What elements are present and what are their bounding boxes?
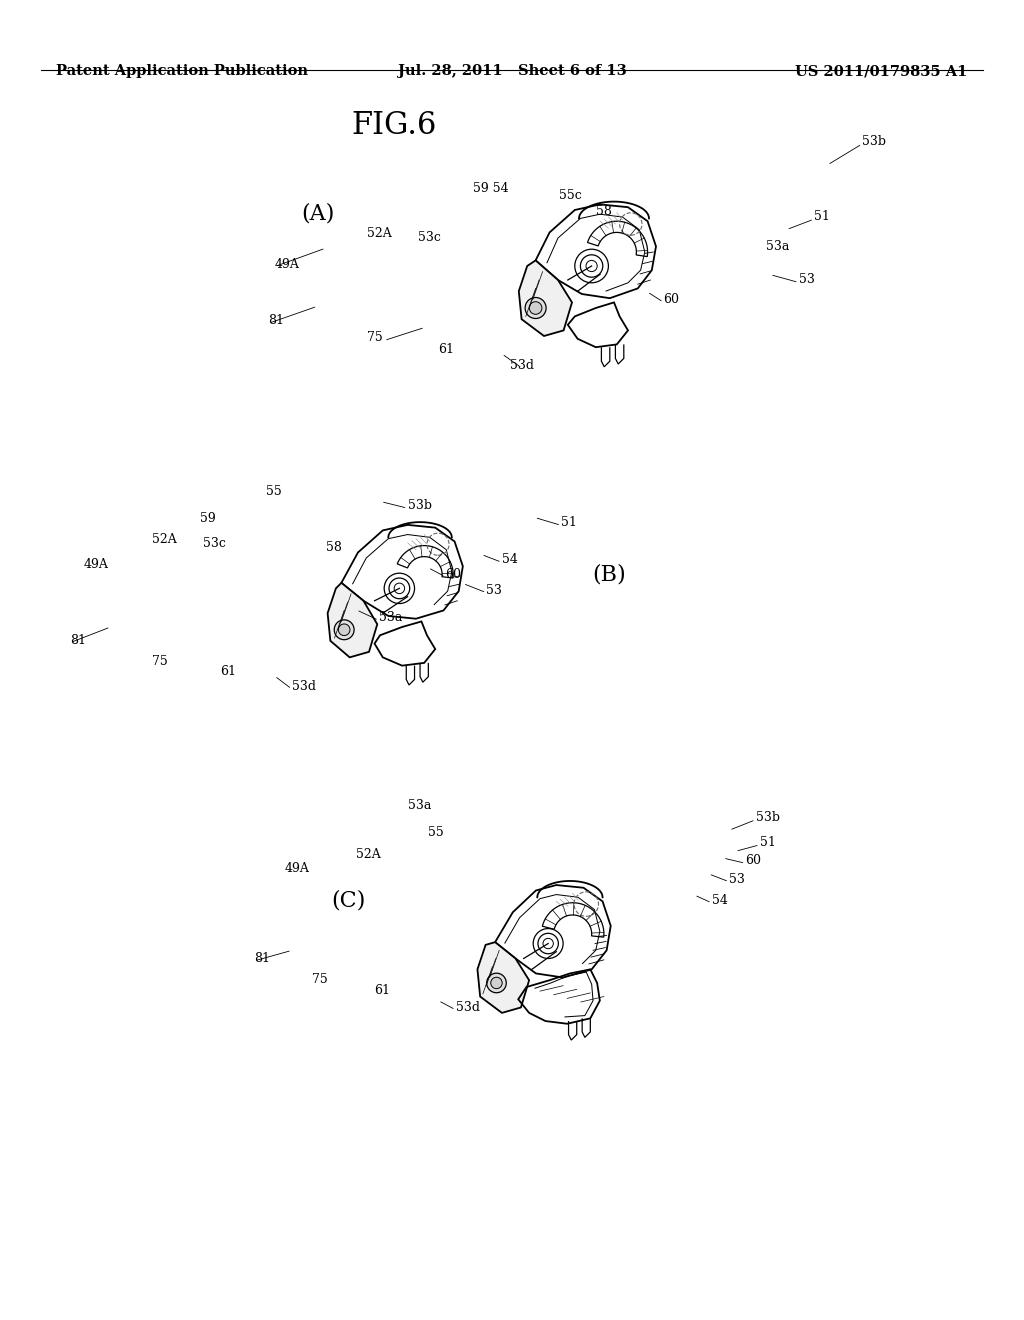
- Text: 51: 51: [814, 210, 830, 223]
- Text: 53c: 53c: [418, 231, 440, 244]
- Circle shape: [529, 302, 542, 314]
- Text: (C): (C): [331, 890, 366, 911]
- Text: 52A: 52A: [356, 847, 381, 861]
- Text: 53: 53: [799, 273, 815, 286]
- Text: 53: 53: [486, 583, 503, 597]
- Text: 49A: 49A: [84, 558, 109, 572]
- Circle shape: [525, 297, 546, 318]
- Text: 54: 54: [712, 894, 728, 907]
- Text: 49A: 49A: [274, 257, 299, 271]
- Text: 60: 60: [664, 293, 680, 306]
- Text: 52A: 52A: [367, 227, 391, 240]
- Text: 81: 81: [254, 952, 270, 965]
- Polygon shape: [477, 942, 529, 1012]
- Text: 60: 60: [745, 854, 762, 867]
- Text: FIG.6: FIG.6: [351, 110, 437, 141]
- Text: 55: 55: [266, 484, 282, 498]
- Text: 53b: 53b: [862, 135, 886, 148]
- Text: 59: 59: [200, 512, 215, 525]
- Text: 81: 81: [70, 634, 86, 647]
- Text: 51: 51: [561, 516, 578, 529]
- Text: 53b: 53b: [756, 810, 779, 824]
- Circle shape: [486, 973, 506, 993]
- Text: 53c: 53c: [203, 537, 225, 550]
- Circle shape: [334, 620, 354, 640]
- Text: 53d: 53d: [292, 680, 315, 693]
- Text: 53: 53: [729, 873, 745, 886]
- Text: 53a: 53a: [408, 799, 431, 812]
- Polygon shape: [328, 583, 377, 657]
- Text: US 2011/0179835 A1: US 2011/0179835 A1: [796, 63, 968, 78]
- Text: 61: 61: [374, 983, 390, 997]
- Text: 49A: 49A: [285, 862, 309, 875]
- Text: 58: 58: [326, 541, 342, 554]
- Circle shape: [338, 624, 350, 635]
- Text: 53a: 53a: [766, 240, 790, 253]
- Text: 51: 51: [760, 836, 776, 849]
- Text: 75: 75: [312, 973, 328, 986]
- Polygon shape: [519, 260, 572, 337]
- Text: Patent Application Publication: Patent Application Publication: [56, 63, 308, 78]
- Text: 60: 60: [445, 568, 462, 581]
- Text: (B): (B): [593, 564, 626, 585]
- Text: 53d: 53d: [510, 359, 534, 372]
- Text: 59 54: 59 54: [473, 182, 509, 195]
- Text: 75: 75: [367, 331, 382, 345]
- Text: 75: 75: [152, 655, 167, 668]
- Circle shape: [490, 977, 502, 989]
- Text: 53b: 53b: [408, 499, 431, 512]
- Text: 55c: 55c: [559, 189, 582, 202]
- Text: (A): (A): [301, 203, 334, 224]
- Text: 55: 55: [428, 826, 443, 840]
- Text: 81: 81: [268, 314, 285, 327]
- Text: 61: 61: [438, 343, 455, 356]
- Text: 53d: 53d: [456, 1001, 479, 1014]
- Text: 53a: 53a: [379, 611, 402, 624]
- Text: 54: 54: [502, 553, 518, 566]
- Text: 61: 61: [220, 665, 237, 678]
- Text: 58: 58: [596, 205, 612, 218]
- Text: Jul. 28, 2011   Sheet 6 of 13: Jul. 28, 2011 Sheet 6 of 13: [397, 63, 627, 78]
- Text: 52A: 52A: [152, 533, 176, 546]
